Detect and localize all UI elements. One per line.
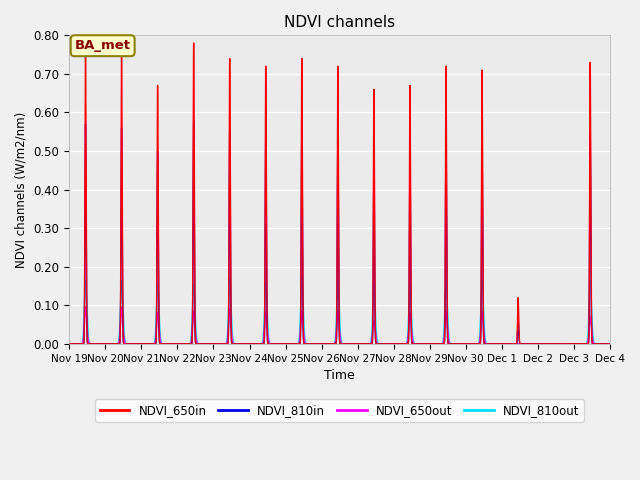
NDVI_810in bbox=[83, 285, 90, 290]
NDVI_650in bbox=[538, 341, 545, 347]
Y-axis label: NDVI channels (W/m2/nm): NDVI channels (W/m2/nm) bbox=[15, 111, 28, 268]
NDVI_810in bbox=[65, 341, 73, 347]
NDVI_650out bbox=[351, 341, 359, 347]
NDVI_650out bbox=[83, 314, 90, 320]
NDVI_810in bbox=[184, 341, 192, 347]
NDVI_810out bbox=[124, 341, 132, 347]
NDVI_810out bbox=[184, 341, 192, 347]
NDVI_810out bbox=[351, 341, 359, 347]
X-axis label: Time: Time bbox=[324, 369, 355, 382]
NDVI_650in bbox=[606, 341, 614, 347]
NDVI_810in bbox=[195, 341, 203, 347]
Line: NDVI_810out: NDVI_810out bbox=[69, 276, 610, 344]
NDVI_650in bbox=[195, 341, 203, 347]
NDVI_810out bbox=[531, 341, 538, 347]
Title: NDVI channels: NDVI channels bbox=[284, 15, 396, 30]
NDVI_650in bbox=[184, 341, 192, 347]
NDVI_810out bbox=[606, 341, 614, 347]
NDVI_650in bbox=[83, 266, 90, 272]
NDVI_810in bbox=[190, 117, 198, 123]
Line: NDVI_810in: NDVI_810in bbox=[69, 120, 610, 344]
NDVI_650out bbox=[195, 341, 203, 347]
Line: NDVI_650in: NDVI_650in bbox=[69, 43, 610, 344]
NDVI_810in bbox=[606, 341, 614, 347]
NDVI_650in bbox=[351, 341, 359, 347]
NDVI_810out bbox=[65, 341, 73, 347]
NDVI_650out bbox=[534, 341, 542, 347]
NDVI_650in bbox=[534, 341, 542, 347]
NDVI_650out bbox=[527, 341, 535, 347]
NDVI_810out bbox=[195, 341, 203, 347]
NDVI_810in bbox=[351, 341, 359, 347]
Legend: NDVI_650in, NDVI_810in, NDVI_650out, NDVI_810out: NDVI_650in, NDVI_810in, NDVI_650out, NDV… bbox=[95, 399, 584, 421]
NDVI_810out bbox=[83, 292, 90, 298]
NDVI_650out bbox=[606, 341, 614, 347]
NDVI_810in bbox=[534, 341, 542, 347]
Line: NDVI_650out: NDVI_650out bbox=[69, 307, 610, 344]
NDVI_650in bbox=[124, 341, 132, 347]
NDVI_650out bbox=[65, 341, 73, 347]
NDVI_810out bbox=[298, 274, 306, 279]
NDVI_810out bbox=[534, 341, 542, 347]
NDVI_650out bbox=[82, 304, 90, 310]
Text: BA_met: BA_met bbox=[75, 39, 131, 52]
NDVI_810in bbox=[538, 341, 545, 347]
NDVI_810in bbox=[124, 341, 132, 347]
NDVI_650out bbox=[124, 341, 132, 347]
NDVI_650in bbox=[65, 341, 73, 347]
NDVI_650in bbox=[190, 40, 198, 46]
NDVI_650out bbox=[184, 341, 192, 347]
